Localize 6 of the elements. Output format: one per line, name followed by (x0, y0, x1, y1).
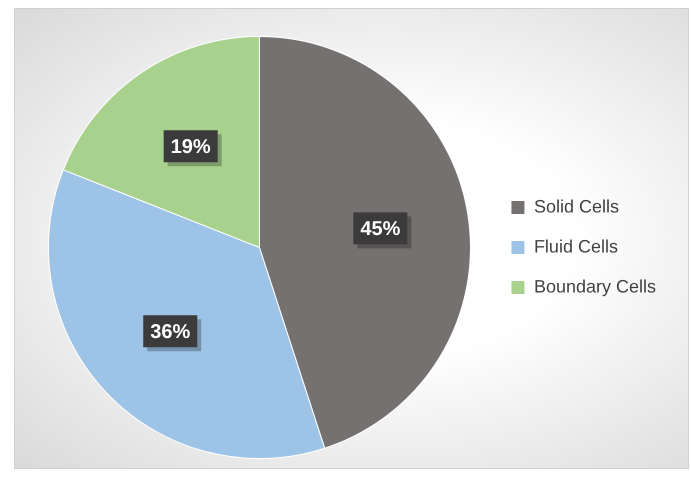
legend-label: Solid Cells (534, 196, 619, 216)
data-label: 19% (170, 136, 211, 158)
legend-label: Boundary Cells (534, 276, 656, 296)
data-label: 45% (360, 218, 401, 240)
data-label: 36% (150, 320, 190, 343)
legend-label: Fluid Cells (534, 236, 618, 256)
